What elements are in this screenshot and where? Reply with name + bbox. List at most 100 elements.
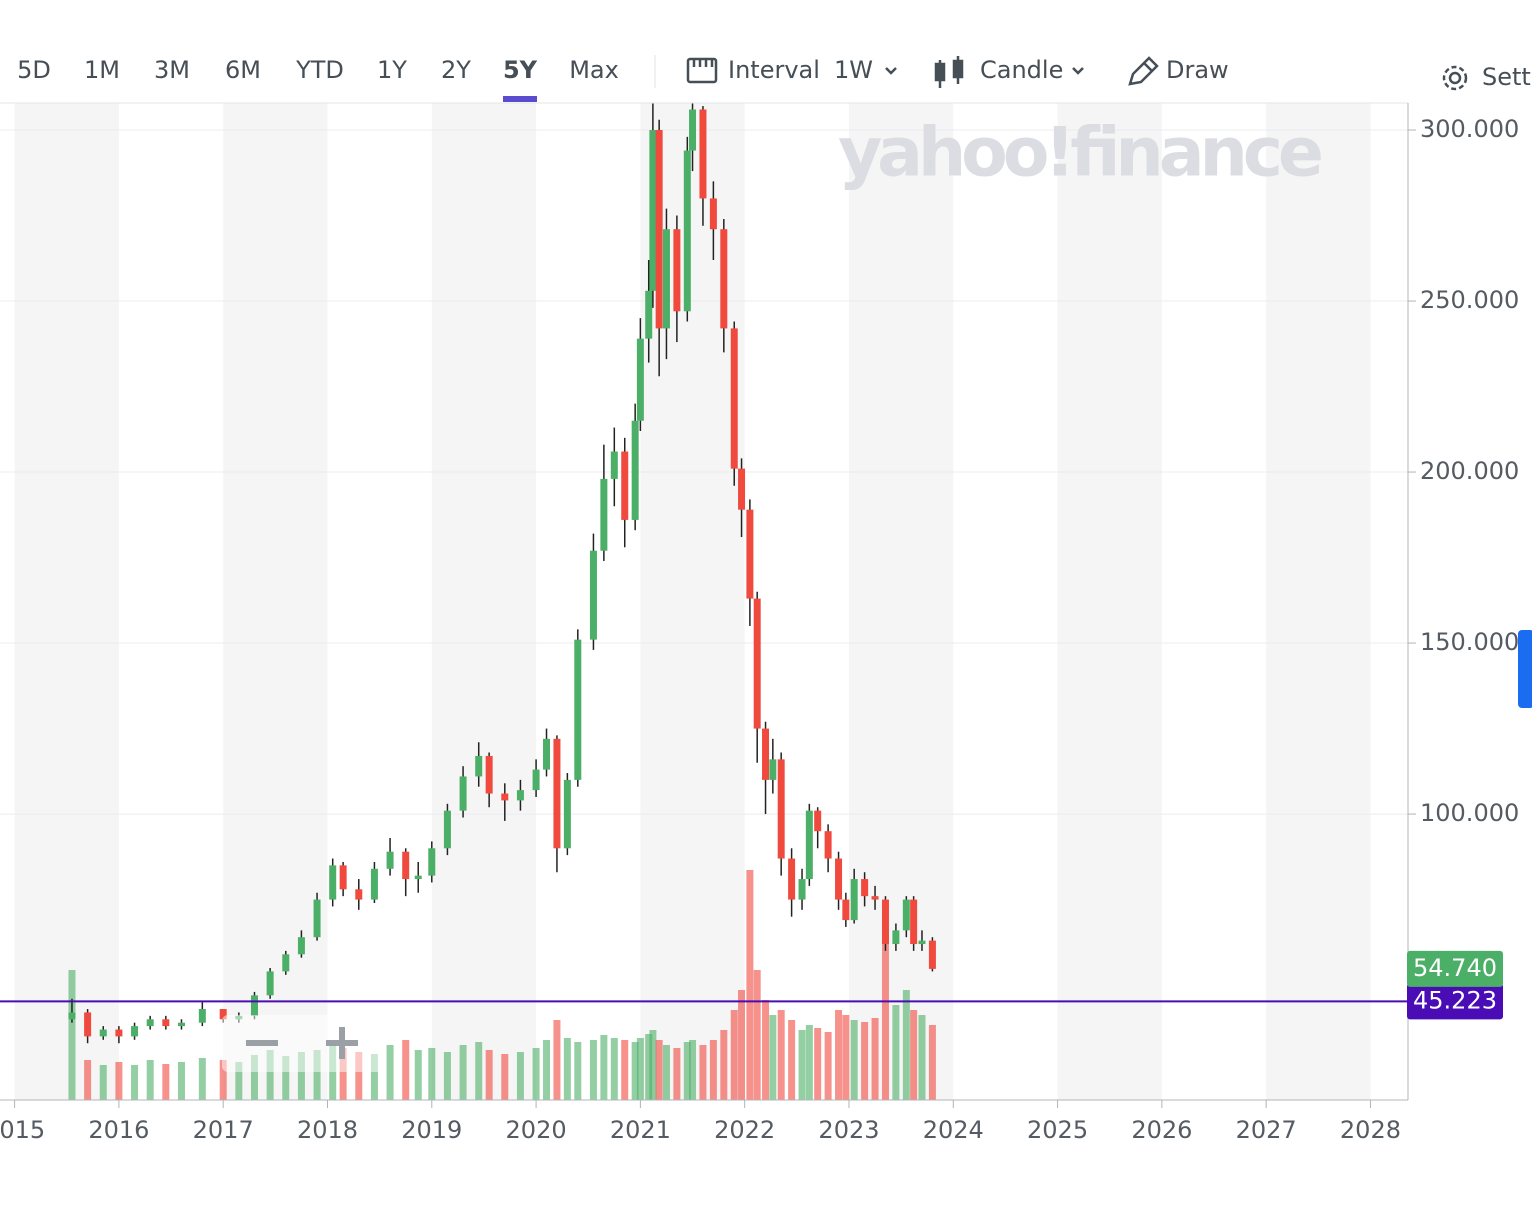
range-button[interactable]: YTD <box>295 56 344 84</box>
range-button[interactable]: Max <box>569 56 619 84</box>
candle-body <box>871 896 879 900</box>
volume-bar <box>753 970 761 1100</box>
candle-body <box>516 790 524 801</box>
watermark: yahoo!finance <box>838 114 1324 193</box>
candle-body <box>649 130 657 291</box>
candle-body <box>589 550 597 640</box>
candle-body <box>532 769 540 791</box>
volume-bar <box>861 1022 869 1100</box>
volume-bar <box>910 1010 918 1100</box>
volume-bar <box>485 1050 493 1100</box>
volume-bar <box>68 970 76 1100</box>
icons <box>686 56 1468 91</box>
range-button[interactable]: 3M <box>154 56 190 84</box>
volume-bar <box>655 1040 663 1100</box>
candle-body <box>662 229 670 329</box>
volume-bar <box>600 1035 608 1100</box>
candle-body <box>928 940 936 969</box>
y-tick-label: 150.000 <box>1420 628 1519 656</box>
interval-value[interactable]: 1W <box>834 56 873 84</box>
volume-bar <box>738 990 746 1100</box>
zoom-in[interactable] <box>326 1027 358 1059</box>
volume-bar <box>355 1052 363 1100</box>
volume-bar <box>746 870 754 1100</box>
candle-body <box>146 1019 154 1027</box>
volume-bar <box>443 1052 451 1100</box>
candle-body <box>842 899 850 921</box>
candle-body <box>131 1026 139 1037</box>
volume-bar <box>146 1060 154 1100</box>
x-tick-label: 2018 <box>297 1116 358 1144</box>
volume-bar <box>563 1038 571 1100</box>
volume-bar <box>198 1058 206 1100</box>
x-tick-label: 2020 <box>506 1116 567 1144</box>
volume-bar <box>699 1045 707 1100</box>
range-button[interactable]: 5Y <box>503 56 538 84</box>
volume-bar <box>814 1028 822 1100</box>
reference-price-label: 45.223 <box>1413 986 1497 1014</box>
volume-bar <box>621 1040 629 1100</box>
volume-bar <box>610 1038 618 1100</box>
x-tick-label: 2017 <box>193 1116 254 1144</box>
volume-bar <box>631 1042 639 1100</box>
draw-button[interactable]: Draw <box>1166 56 1229 84</box>
volume-bar <box>730 1010 738 1100</box>
settings-button[interactable]: Settings <box>1482 63 1532 91</box>
candle-body <box>798 879 806 900</box>
candle-body <box>689 109 697 151</box>
x-tick-label: 2023 <box>818 1116 879 1144</box>
volume-bar <box>99 1065 107 1100</box>
volume-bar <box>553 1020 561 1100</box>
chart-style-button[interactable]: Candle <box>980 56 1063 84</box>
range-button[interactable]: 6M <box>225 56 261 84</box>
candle-body <box>753 598 761 729</box>
candle-body <box>610 451 618 479</box>
y-tick-label: 200.000 <box>1420 457 1519 485</box>
interval-button[interactable]: Interval <box>728 56 820 84</box>
candle-body <box>177 1022 185 1027</box>
x-tick-label: 2019 <box>401 1116 462 1144</box>
candle-body <box>769 759 777 780</box>
volume-bar <box>282 1056 290 1100</box>
year-band <box>14 103 119 1100</box>
candle-body <box>282 954 290 972</box>
range-button[interactable]: 1M <box>84 56 120 84</box>
volume-bar <box>235 1062 243 1100</box>
candle-body <box>386 851 394 869</box>
volume-bar <box>709 1040 717 1100</box>
x-tick-label: 2027 <box>1236 1116 1297 1144</box>
candle-body <box>683 150 691 312</box>
volume-bar <box>850 1020 858 1100</box>
side-tab[interactable] <box>1518 630 1532 708</box>
year-band <box>1266 103 1371 1100</box>
volume-bar <box>459 1045 467 1100</box>
volume-bar <box>902 990 910 1100</box>
volume-bar <box>428 1048 436 1100</box>
x-tick-label: 2024 <box>923 1116 984 1144</box>
candle-body <box>84 1012 92 1037</box>
candle-body <box>563 779 571 849</box>
range-button[interactable]: 5D <box>17 56 51 84</box>
volume-bar <box>918 1015 926 1100</box>
candle-body <box>814 810 822 832</box>
volume-bar <box>402 1040 410 1100</box>
reference-price-box <box>1407 983 1503 1020</box>
range-button[interactable]: 1Y <box>377 56 407 84</box>
zoom-out[interactable] <box>246 1040 278 1046</box>
volume-bar <box>370 1054 378 1100</box>
volume-bar <box>673 1048 681 1100</box>
volume-bar <box>777 1010 785 1100</box>
candle-body <box>443 810 451 849</box>
volume-bar <box>339 1048 347 1100</box>
volume-bar <box>177 1062 185 1100</box>
candle-body <box>636 338 644 421</box>
volume-bar <box>689 1040 697 1100</box>
volume-bar <box>762 1000 770 1100</box>
candle-body <box>699 109 707 199</box>
range-button[interactable]: 2Y <box>441 56 471 84</box>
volume-bar <box>574 1042 582 1100</box>
candle-body <box>835 858 843 900</box>
candle-body <box>730 328 738 469</box>
